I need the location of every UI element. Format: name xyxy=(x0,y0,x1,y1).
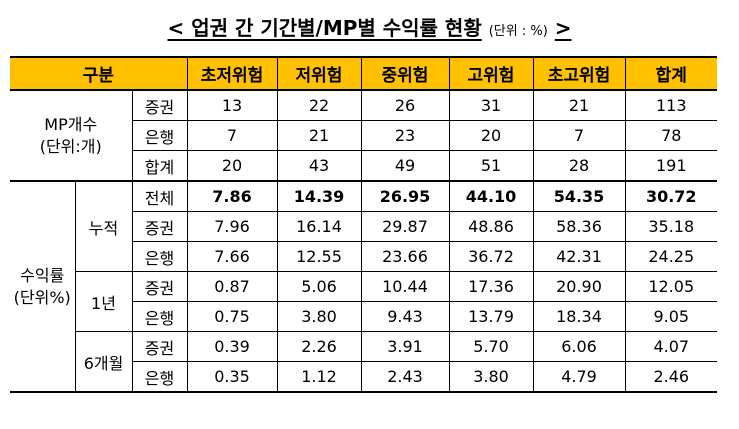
table-row: 은행 7 21 23 20 7 78 xyxy=(10,120,717,151)
cell: 31 xyxy=(448,89,534,121)
row-sub-label: 은행 xyxy=(132,361,188,393)
cell: 1.12 xyxy=(276,361,362,393)
cell: 29.87 xyxy=(360,211,450,242)
cell: 24.25 xyxy=(624,241,717,272)
table-row: 수익률 (단위%) 누적 전체 7.86 14.39 26.95 44.10 5… xyxy=(10,180,717,393)
header-group: 구분 xyxy=(10,56,188,91)
cell: 0.87 xyxy=(186,271,278,302)
cell: 0.35 xyxy=(186,361,278,393)
cell: 36.72 xyxy=(448,241,534,272)
cell: 113 xyxy=(624,89,717,121)
cell: 9.05 xyxy=(624,301,717,332)
cell: 2.26 xyxy=(276,331,362,362)
cell: 13 xyxy=(186,89,278,121)
cell: 3.80 xyxy=(276,301,362,332)
cell: 30.72 xyxy=(624,180,717,212)
cell: 23.66 xyxy=(360,241,450,272)
table-row: 합계 20 43 49 51 28 191 xyxy=(10,150,717,182)
row-sub-label: 증권 xyxy=(131,89,188,121)
cell: 26 xyxy=(360,89,450,121)
cell: 3.80 xyxy=(448,361,534,393)
cell: 5.06 xyxy=(276,271,362,302)
cell: 191 xyxy=(624,150,717,182)
table-title: < 업권 간 기간별/MP별 수익률 현황 (단위 : %) > xyxy=(0,12,739,41)
table-row: MP개수 (단위:개) 증권 13 22 26 31 21 113 xyxy=(10,89,717,182)
header-col: 저위험 xyxy=(276,56,362,91)
cell: 26.95 xyxy=(360,180,450,212)
cell: 48.86 xyxy=(448,211,534,242)
cell: 28 xyxy=(532,150,626,182)
row-sub-label: 증권 xyxy=(132,211,188,242)
header-col: 중위험 xyxy=(360,56,450,91)
cell: 18.34 xyxy=(532,301,626,332)
cell: 20 xyxy=(448,120,534,151)
row-sub-label: 은행 xyxy=(132,301,188,332)
row-sub-label: 은행 xyxy=(132,241,188,272)
cell: 58.36 xyxy=(532,211,626,242)
cell: 0.75 xyxy=(186,301,278,332)
table-row: 은행 0.35 1.12 2.43 3.80 4.79 2.46 xyxy=(10,361,717,393)
mp-count-label: MP개수 (단위:개) xyxy=(10,89,133,182)
cell: 4.07 xyxy=(624,331,717,362)
table-row: 은행 0.75 3.80 9.43 13.79 18.34 9.05 xyxy=(10,301,717,332)
row-sub-label: 합계 xyxy=(132,150,188,182)
cell: 6.06 xyxy=(532,331,626,362)
row-sub-label: 전체 xyxy=(131,180,188,212)
header-col: 초고위험 xyxy=(532,56,626,91)
cell: 12.05 xyxy=(624,271,717,302)
cell: 9.43 xyxy=(360,301,450,332)
cell: 20.90 xyxy=(532,271,626,302)
period-label-six-month: 6개월 xyxy=(75,331,133,393)
cell: 7.96 xyxy=(186,211,278,242)
title-close: > xyxy=(554,16,572,40)
table-row: 1년 증권 0.87 5.06 10.44 17.36 20.90 12.05 xyxy=(10,271,717,332)
table-row: 은행 7.66 12.55 23.66 36.72 42.31 24.25 xyxy=(10,241,717,272)
cell: 10.44 xyxy=(360,271,450,302)
row-sub-label: 은행 xyxy=(132,120,188,151)
table-row: 증권 7.96 16.14 29.87 48.86 58.36 35.18 xyxy=(10,211,717,242)
header-col: 초저위험 xyxy=(186,56,278,91)
cell: 49 xyxy=(360,150,450,182)
cell: 2.43 xyxy=(360,361,450,393)
cell: 7.66 xyxy=(186,241,278,272)
cell: 23 xyxy=(360,120,450,151)
cell: 14.39 xyxy=(276,180,362,212)
cell: 4.79 xyxy=(532,361,626,393)
cell: 2.46 xyxy=(624,361,717,393)
cell: 5.70 xyxy=(448,331,534,362)
returns-table: 구분 초저위험 저위험 중위험 고위험 초고위험 합계 MP개수 (단위:개) … xyxy=(10,56,717,393)
cell: 44.10 xyxy=(448,180,534,212)
cell: 51 xyxy=(448,150,534,182)
cell: 7 xyxy=(532,120,626,151)
cell: 21 xyxy=(276,120,362,151)
header-row: 구분 초저위험 저위험 중위험 고위험 초고위험 합계 xyxy=(10,56,717,91)
title-unit: (단위 : %) xyxy=(488,24,548,39)
cell: 43 xyxy=(276,150,362,182)
cell: 3.91 xyxy=(360,331,450,362)
cell: 21 xyxy=(532,89,626,121)
table-row: 6개월 증권 0.39 2.26 3.91 5.70 6.06 4.07 xyxy=(10,331,717,393)
period-label-cumulative: 누적 xyxy=(74,180,133,272)
cell: 0.39 xyxy=(186,331,278,362)
cell: 7.86 xyxy=(186,180,278,212)
row-sub-label: 증권 xyxy=(131,271,188,302)
header-col: 합계 xyxy=(624,56,717,91)
cell: 20 xyxy=(186,150,278,182)
cell: 13.79 xyxy=(448,301,534,332)
title-text: < 업권 간 기간별/MP별 수익률 현황 xyxy=(167,16,482,40)
returns-label: 수익률 (단위%) xyxy=(10,180,76,393)
cell: 12.55 xyxy=(276,241,362,272)
cell: 54.35 xyxy=(532,180,626,212)
cell: 16.14 xyxy=(276,211,362,242)
cell: 35.18 xyxy=(624,211,717,242)
period-label-one-year: 1년 xyxy=(75,271,133,332)
cell: 7 xyxy=(186,120,278,151)
cell: 17.36 xyxy=(448,271,534,302)
cell: 78 xyxy=(624,120,717,151)
cell: 22 xyxy=(276,89,362,121)
cell: 42.31 xyxy=(532,241,626,272)
row-sub-label: 증권 xyxy=(131,331,188,362)
header-col: 고위험 xyxy=(448,56,534,91)
